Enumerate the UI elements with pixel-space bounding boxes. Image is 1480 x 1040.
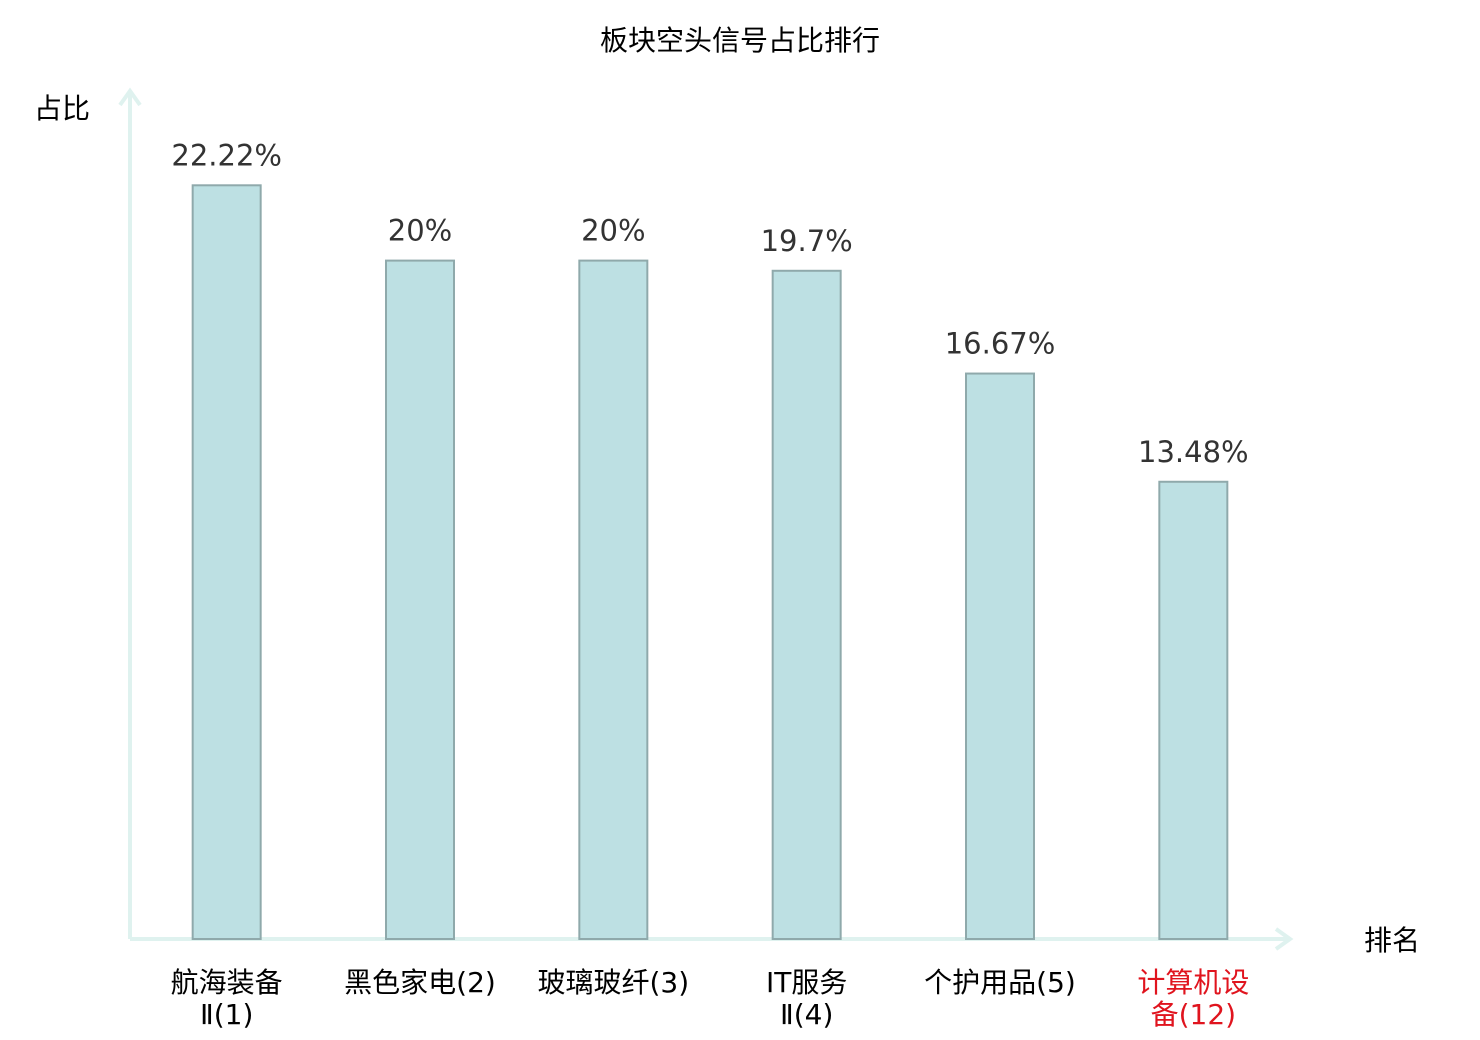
bar bbox=[385, 259, 455, 941]
x-tick-label: Ⅱ(4) bbox=[780, 998, 833, 1031]
bar bbox=[965, 372, 1035, 940]
bar bbox=[578, 259, 649, 941]
value-label: 16.67% bbox=[945, 327, 1056, 361]
x-tick-label: IT服务 bbox=[766, 966, 847, 999]
x-axis-title: 排名 bbox=[1364, 924, 1420, 957]
x-axis-arrow bbox=[1274, 927, 1294, 951]
x-tick-label: Ⅱ(1) bbox=[200, 998, 253, 1031]
x-tick-label: 航海装备 bbox=[171, 966, 283, 999]
x-tick-label: 黑色家电(2) bbox=[344, 966, 496, 999]
y-axis-title: 占比 bbox=[34, 92, 90, 125]
value-label: 20% bbox=[388, 214, 452, 248]
chart-title: 板块空头信号占比排行 bbox=[600, 24, 880, 57]
value-label: 20% bbox=[581, 214, 645, 248]
x-tick-label: 备(12) bbox=[1151, 998, 1236, 1031]
bar bbox=[191, 184, 262, 940]
value-label: 19.7% bbox=[761, 224, 853, 258]
value-label: 13.48% bbox=[1138, 435, 1249, 469]
bar bbox=[771, 269, 842, 940]
x-tick-label: 个护用品(5) bbox=[924, 966, 1076, 999]
x-tick-label: 计算机设 bbox=[1137, 966, 1249, 999]
value-label: 22.22% bbox=[171, 138, 282, 172]
x-tick-label: 玻璃玻纤(3) bbox=[537, 966, 689, 999]
y-axis-arrow bbox=[118, 87, 142, 107]
bar bbox=[1158, 480, 1229, 940]
